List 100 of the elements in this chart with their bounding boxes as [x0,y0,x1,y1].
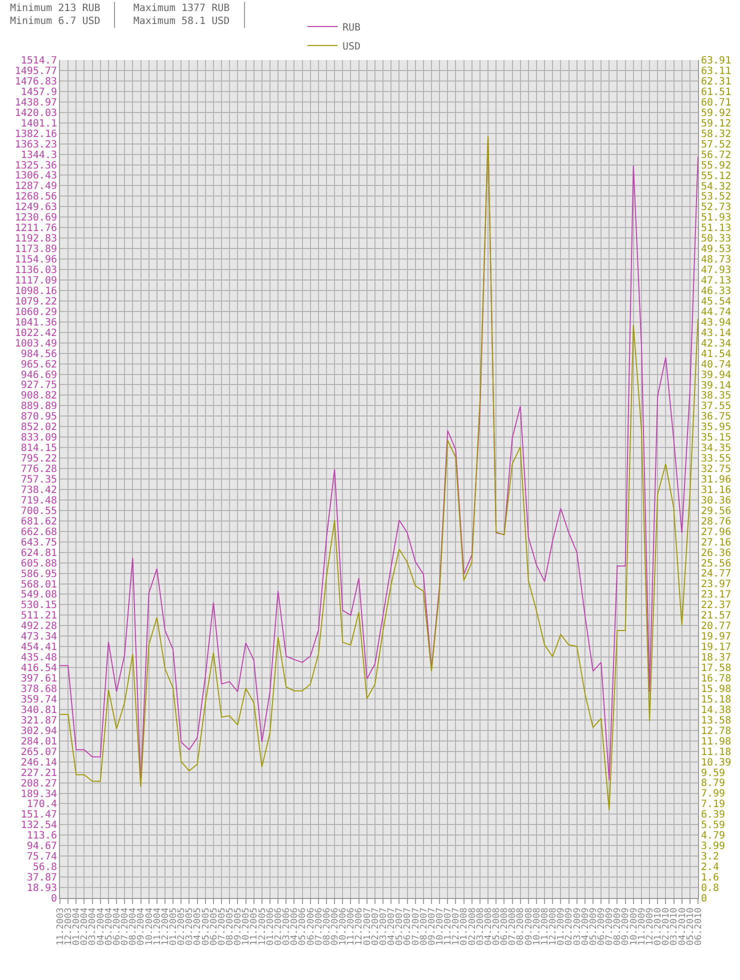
y2-tick-label: 32.75 [701,464,732,476]
y-tick-label: 984.56 [20,348,57,360]
y-tick-label: 265.07 [20,746,57,758]
y2-tick-label: 19.17 [701,642,732,654]
y-tick-label: 1382.16 [14,128,57,140]
y2-tick-label: 51.13 [701,223,732,234]
y-tick-label: 1079.22 [14,296,57,308]
y2-tick-label: 3.2 [701,852,720,863]
x-tick-label: 03.2010 [670,908,680,946]
y2-tick-label: 10.39 [701,757,732,768]
y-tick-label: 246.14 [20,757,57,768]
y-tick-label: 1457.9 [20,86,57,98]
y2-tick-label: 61.51 [701,86,732,98]
x-tick-label: 06.2006 [306,908,316,946]
y-tick-label: 359.74 [20,694,57,706]
y2-tick-label: 14.38 [701,704,732,716]
text: Maximum 1377 RUB [133,2,245,15]
y2-tick-label: 11.98 [701,736,732,748]
y-tick-label: 681.62 [20,516,57,528]
y-tick-label: 18.93 [26,883,57,894]
y-tick-label: 1325.36 [14,160,57,172]
y2-tick-label: 39.14 [701,380,732,392]
x-tick-label: 12.2009 [645,908,656,946]
y-tick-label: 113.6 [26,830,57,842]
x-tick-label: 05.2009 [588,908,599,946]
x-tick-label: 02.2009 [564,908,575,946]
y-tick-label: 662.68 [20,526,57,538]
y-tick-label: 1192.83 [14,234,57,245]
y2-tick-label: 42.34 [701,338,732,350]
y-tick-label: 473.34 [20,632,57,643]
y-tick-label: 814.15 [20,443,57,454]
y-tick-label: 946.69 [20,370,57,381]
y2-tick-label: 63.11 [701,66,732,77]
y2-tick-label: 23.17 [701,590,732,601]
x-tick-label: 10.2004 [144,908,155,946]
y2-tick-label: 5.59 [701,820,726,832]
y2-tick-label: 21.57 [701,610,732,622]
y2-tick-label: 25.56 [701,558,732,570]
x-tick-label: 01.2007 [362,908,373,946]
legend-label: RUB [342,22,361,34]
text: Minimum 213 RUB [10,2,116,15]
y2-tick-label: 40.74 [701,359,732,370]
x-tick-label: 01.2008 [460,908,470,946]
y-tick-label: 1173.89 [14,244,57,256]
y-tick-label: 1211.76 [14,223,57,234]
y2-tick-label: 35.95 [701,422,732,434]
y2-tick-label: 19.97 [701,632,732,643]
y2-tick-label: 57.52 [701,139,732,150]
x-tick-label: 05.2005 [201,908,212,946]
y2-tick-label: 15.18 [701,694,732,706]
y2-tick-label: 3.99 [701,841,726,852]
y-tick-label: 0 [50,894,57,904]
y-tick-label: 1268.56 [14,192,57,203]
x-tick-label: 05.2006 [298,908,308,946]
y2-tick-label: 2.4 [701,862,720,874]
x-tick-label: 06.2005 [209,908,220,946]
y2-tick-label: 18.37 [701,652,732,664]
y2-tick-label: 20.77 [701,621,732,632]
y2-tick-label: 13.58 [701,715,732,726]
x-tick-label: 11.2005 [250,908,260,946]
y2-tick-label: 7.19 [701,799,726,810]
y2-tick-label: 44.74 [701,306,732,318]
y-tick-label: 624.81 [20,548,57,559]
y2-tick-label: 63.91 [701,56,732,66]
y-tick-label: 965.62 [20,359,57,370]
x-tick-label: 03.2007 [378,908,389,946]
x-tick-label: 09.2009 [621,908,632,946]
y2-tick-label: 37.55 [701,401,732,412]
y2-tick-label: 24.77 [701,568,732,580]
y2-tick-label: 34.35 [701,443,732,454]
y2-tick-label: 23.97 [701,579,732,590]
y-tick-label: 700.55 [20,506,57,517]
x-tick-label: 11.2004 [152,908,163,946]
y2-tick-label: 47.93 [701,265,732,276]
y2-tick-label: 47.13 [701,276,732,287]
y-tick-label: 340.81 [20,704,57,716]
x-tick-label: 07.2007 [411,908,422,946]
y2-tick-label: 55.12 [701,170,732,182]
x-tick-label: 07.2005 [217,908,228,946]
y-tick-label: 1287.49 [14,181,57,192]
y2-tick-label: 22.37 [701,600,732,612]
y-tick-label: 568.01 [20,579,57,590]
y2-tick-label: 11.18 [701,746,732,758]
y-tick-label: 284.01 [20,736,57,748]
y-tick-label: 833.09 [20,432,57,444]
y-tick-label: 75.74 [26,852,57,863]
y2-tick-label: 31.16 [701,484,732,496]
y2-tick-label: 16.78 [701,673,732,684]
y-tick-label: 511.21 [20,610,57,622]
y2-tick-label: 30.36 [701,495,732,506]
x-tick-label: 11.2003 [56,908,66,946]
y-tick-label: 56.8 [32,862,57,874]
y-tick-label: 870.95 [20,412,57,423]
y2-tick-label: 58.32 [701,128,732,140]
x-tick-label: 08.2007 [419,908,430,946]
y-tick-label: 1306.43 [14,170,57,182]
y-tick-label: 94.67 [26,841,57,852]
y2-tick-label: 49.53 [701,244,732,256]
x-tick-label: 06.2004 [112,908,122,946]
y-tick-label: 852.02 [20,422,57,434]
